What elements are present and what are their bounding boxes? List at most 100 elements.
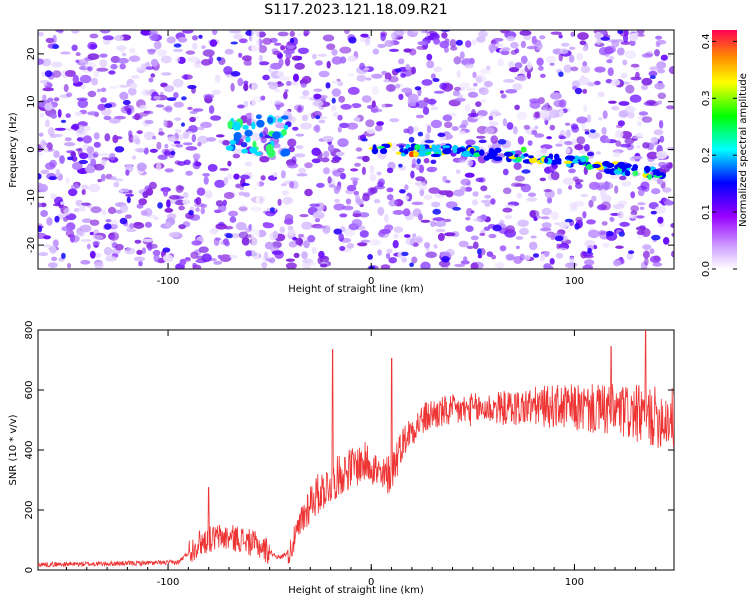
heatmap-cell [73, 208, 80, 212]
heatmap-cell [331, 88, 342, 97]
heatmap-cell [586, 219, 596, 225]
heatmap-cell [70, 151, 76, 158]
colorbar-label: Normalized spectral amplitude [738, 73, 749, 227]
heatmap-cell [466, 245, 474, 249]
heatmap-cell [369, 173, 377, 182]
heatmap-hotspot [632, 170, 639, 177]
heatmap-cell [540, 73, 546, 78]
heatmap-cell [86, 146, 95, 154]
heatmap-cell [122, 99, 131, 106]
heatmap-cell [504, 204, 516, 208]
heatmap-cell [145, 61, 151, 67]
heatmap-cell [386, 248, 393, 254]
heatmap-cell [367, 254, 373, 260]
heatmap-cell [188, 210, 194, 216]
heatmap-x-tick-label: 0 [368, 276, 374, 287]
heatmap-cell [582, 46, 588, 51]
heatmap-cell [483, 80, 493, 88]
heatmap-cell [339, 46, 352, 54]
heatmap-cell [476, 135, 486, 139]
heatmap-cluster-cell [227, 120, 234, 130]
heatmap-cell [651, 234, 661, 241]
heatmap-cell [615, 245, 624, 249]
heatmap-cell [519, 227, 529, 236]
heatmap-cell [635, 226, 646, 231]
heatmap-y-tick-label: 0 [26, 146, 37, 152]
heatmap-cell [76, 97, 88, 101]
heatmap-cell [426, 53, 433, 61]
heatmap-cell [292, 236, 298, 241]
snr-y-ticks: 0 200 400 600 800 [24, 320, 674, 573]
heatmap-cell [104, 133, 111, 142]
heatmap-cell [419, 188, 425, 197]
heatmap-cell [641, 77, 653, 86]
heatmap-cell [148, 30, 159, 35]
heatmap-cell [404, 234, 411, 238]
heatmap-cell [546, 55, 557, 64]
heatmap-cell [613, 150, 621, 158]
heatmap-cell [295, 237, 304, 246]
heatmap-cell [514, 104, 520, 111]
heatmap-cell [478, 139, 487, 144]
heatmap-cell [486, 251, 494, 257]
heatmap-cell [201, 45, 206, 50]
heatmap-cell [570, 66, 579, 72]
heatmap-cell [490, 198, 496, 205]
heatmap-line-cell [514, 154, 519, 158]
heatmap-cell [192, 160, 201, 170]
heatmap-cell [630, 205, 639, 212]
heatmap-cell [637, 189, 645, 197]
snr-y-tick-label: 600 [24, 380, 35, 399]
heatmap-cell [512, 126, 518, 135]
heatmap-cell [156, 141, 162, 150]
heatmap-cell [281, 190, 290, 196]
heatmap-cell [359, 230, 369, 238]
heatmap-cell [325, 82, 331, 89]
heatmap-cell [424, 242, 430, 249]
heatmap-line-cell [544, 157, 549, 164]
heatmap-cell [641, 84, 648, 91]
heatmap-cell [568, 185, 573, 190]
heatmap-cell [620, 41, 632, 45]
heatmap-cell [466, 159, 474, 167]
heatmap-cell [388, 199, 398, 207]
heatmap-cell [523, 34, 532, 41]
heatmap-cell [70, 184, 81, 189]
heatmap-cell [465, 216, 471, 221]
heatmap-cell [588, 181, 600, 190]
heatmap-cell [471, 199, 479, 206]
heatmap-cell [93, 163, 105, 171]
heatmap-cell [245, 250, 253, 257]
heatmap-cell [304, 188, 313, 197]
heatmap-cell [601, 221, 608, 226]
heatmap-cell [371, 73, 383, 79]
heatmap-cell [417, 41, 428, 46]
heatmap-cell [202, 173, 210, 177]
heatmap-cell [80, 239, 92, 242]
heatmap-cell [233, 173, 240, 180]
heatmap-cell [454, 86, 461, 92]
heatmap-cell [331, 80, 340, 84]
heatmap-cell [303, 240, 310, 249]
heatmap-cell [587, 132, 600, 139]
heatmap-cell [342, 205, 354, 211]
heatmap-line-cell [486, 152, 497, 160]
heatmap-cell [87, 90, 97, 98]
heatmap-cell [241, 55, 253, 62]
heatmap-cell [584, 259, 595, 266]
heatmap-cell [347, 73, 354, 77]
heatmap-cell [232, 148, 244, 154]
heatmap-cell [501, 47, 511, 52]
heatmap-cell [196, 187, 206, 196]
heatmap-cell [488, 43, 497, 52]
heatmap-cell [301, 114, 309, 122]
heatmap-cell [213, 260, 223, 265]
heatmap-cell [271, 250, 283, 255]
heatmap-cell [520, 40, 527, 49]
heatmap-cluster-cell [241, 148, 249, 154]
heatmap-cell [656, 61, 667, 69]
heatmap-cell [617, 210, 624, 219]
heatmap-cell [128, 55, 141, 62]
heatmap-cell [480, 214, 487, 221]
heatmap-cell [340, 226, 345, 230]
